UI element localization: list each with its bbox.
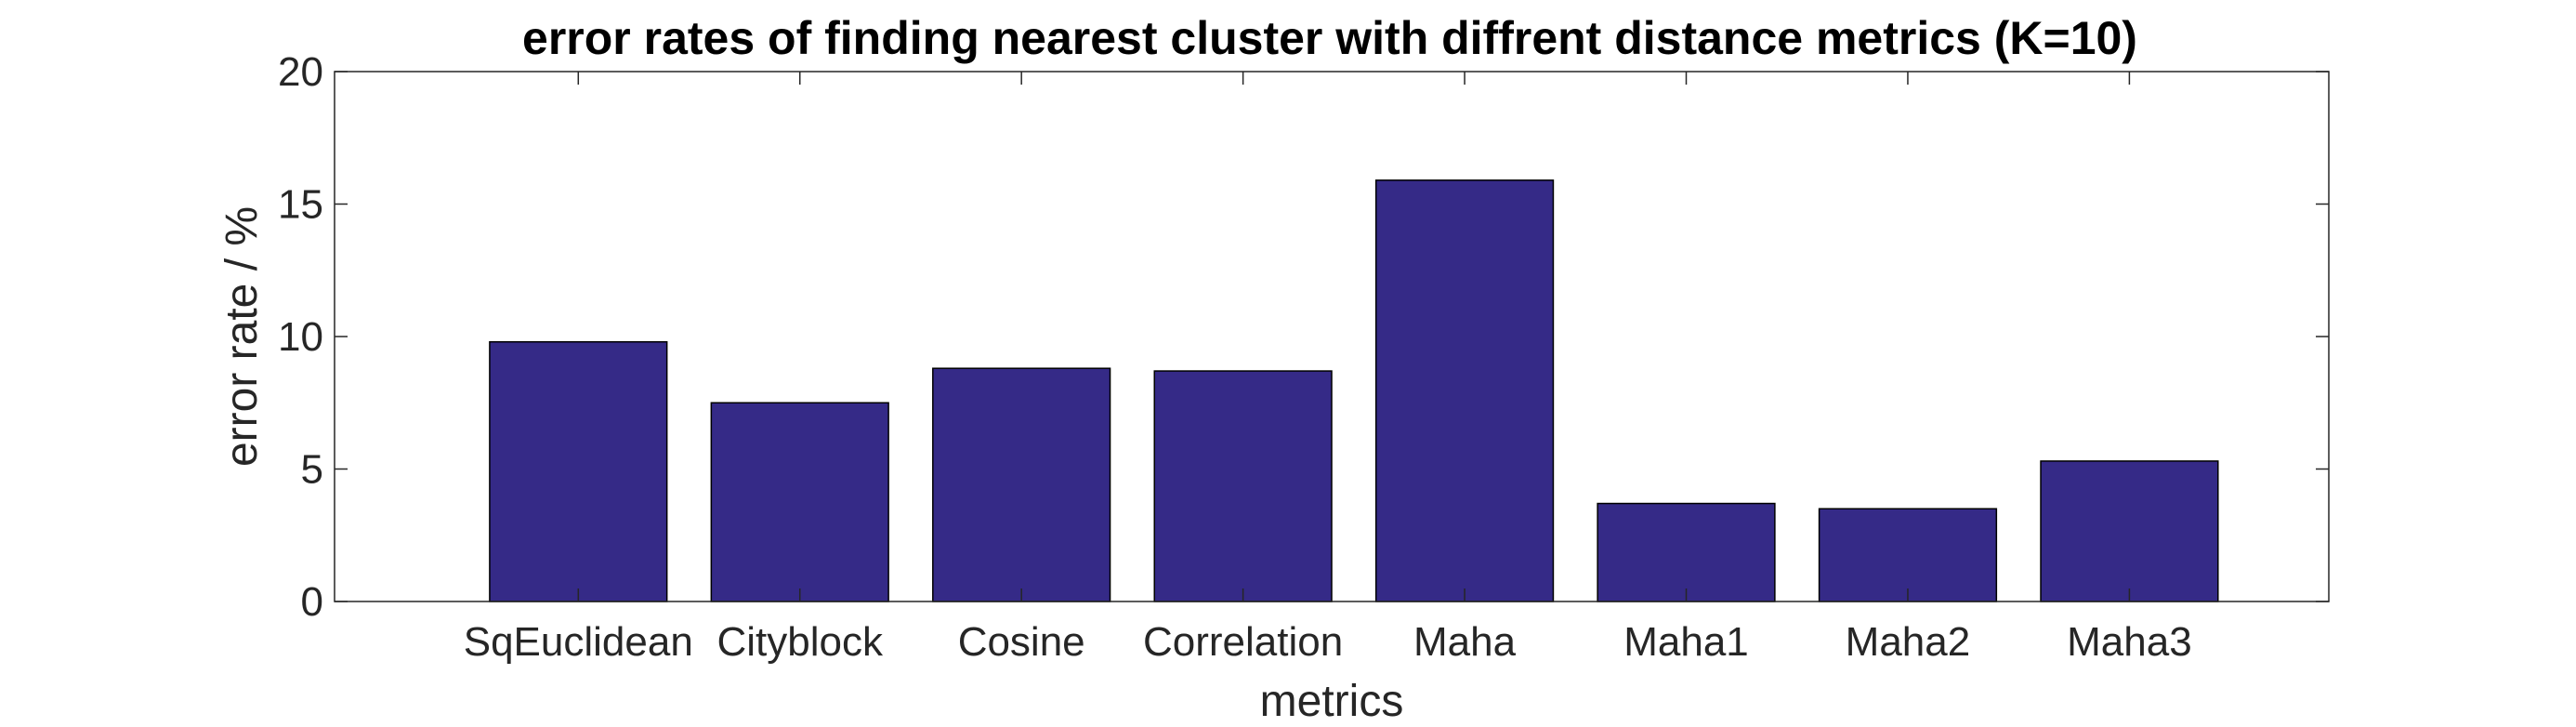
x-tick-label: Cityblock: [716, 619, 883, 665]
bar-maha2: [1818, 508, 1998, 602]
x-tick-label: Correlation: [1143, 619, 1343, 665]
y-tick-label: 0: [301, 579, 323, 625]
bars-group: [489, 179, 2219, 602]
x-axis-label: metrics: [1260, 677, 1404, 726]
chart-title: error rates of finding nearest cluster w…: [522, 12, 2137, 64]
bar-cityblock: [710, 402, 889, 602]
bar-maha: [1374, 179, 1555, 602]
x-tick-label: Cosine: [958, 619, 1085, 665]
bar-correlation: [1153, 370, 1333, 602]
y-tick-label: 15: [278, 182, 323, 228]
bar-sqeuclidean: [489, 340, 668, 602]
x-tick-label: SqEuclidean: [464, 619, 693, 665]
y-tick-label: 10: [278, 314, 323, 360]
bar-maha1: [1597, 502, 1776, 602]
plot-frame: [334, 71, 2330, 602]
x-tick-label: Maha2: [1846, 619, 1971, 665]
y-tick-label: 5: [301, 447, 323, 493]
y-tick-label: 20: [278, 49, 323, 95]
y-axis-label: error rate / %: [217, 206, 267, 467]
bar-maha3: [2040, 460, 2219, 602]
x-tick-label: Maha: [1413, 619, 1517, 665]
ticks-group: SqEuclidean Cityblock Cosine Correlation Mah…: [278, 49, 2329, 665]
x-tick-label: Maha3: [2067, 619, 2192, 665]
bar-cosine: [932, 367, 1111, 602]
x-tick-label: Maha1: [1623, 619, 1749, 665]
